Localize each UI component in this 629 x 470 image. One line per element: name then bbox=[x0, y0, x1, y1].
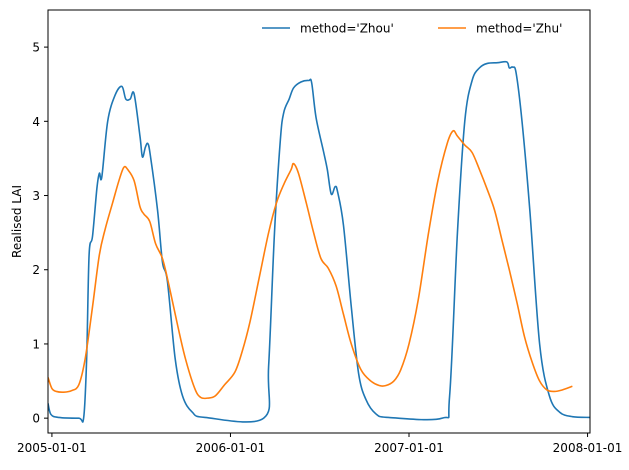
y-tick-label: 0 bbox=[32, 412, 40, 426]
legend-label-2: method='Zhu' bbox=[476, 22, 562, 36]
series-layer bbox=[48, 60, 590, 423]
x-axis-ticks: 2005-01-01 2006-01-01 2007-01-01 2008-01-01 bbox=[17, 433, 622, 455]
x-tick-label: 2006-01-01 bbox=[196, 441, 266, 455]
x-tick-label: 2007-01-01 bbox=[374, 441, 444, 455]
y-tick-label: 1 bbox=[32, 337, 40, 351]
x-tick-label: 2005-01-01 bbox=[17, 441, 87, 455]
series-line-2 bbox=[48, 129, 573, 400]
y-axis-label: Realised LAI bbox=[10, 185, 24, 258]
series-line-1 bbox=[48, 60, 590, 423]
y-tick-label: 2 bbox=[32, 263, 40, 277]
y-tick-label: 5 bbox=[32, 41, 40, 55]
y-axis-ticks: 0 1 2 3 4 5 bbox=[32, 41, 48, 426]
y-tick-label: 4 bbox=[32, 115, 40, 129]
y-tick-label: 3 bbox=[32, 189, 40, 203]
plot-frame bbox=[47, 9, 591, 434]
legend-label-1: method='Zhou' bbox=[300, 22, 394, 36]
x-tick-label: 2008-01-01 bbox=[553, 441, 623, 455]
legend: method='Zhou' method='Zhu' bbox=[262, 22, 562, 36]
